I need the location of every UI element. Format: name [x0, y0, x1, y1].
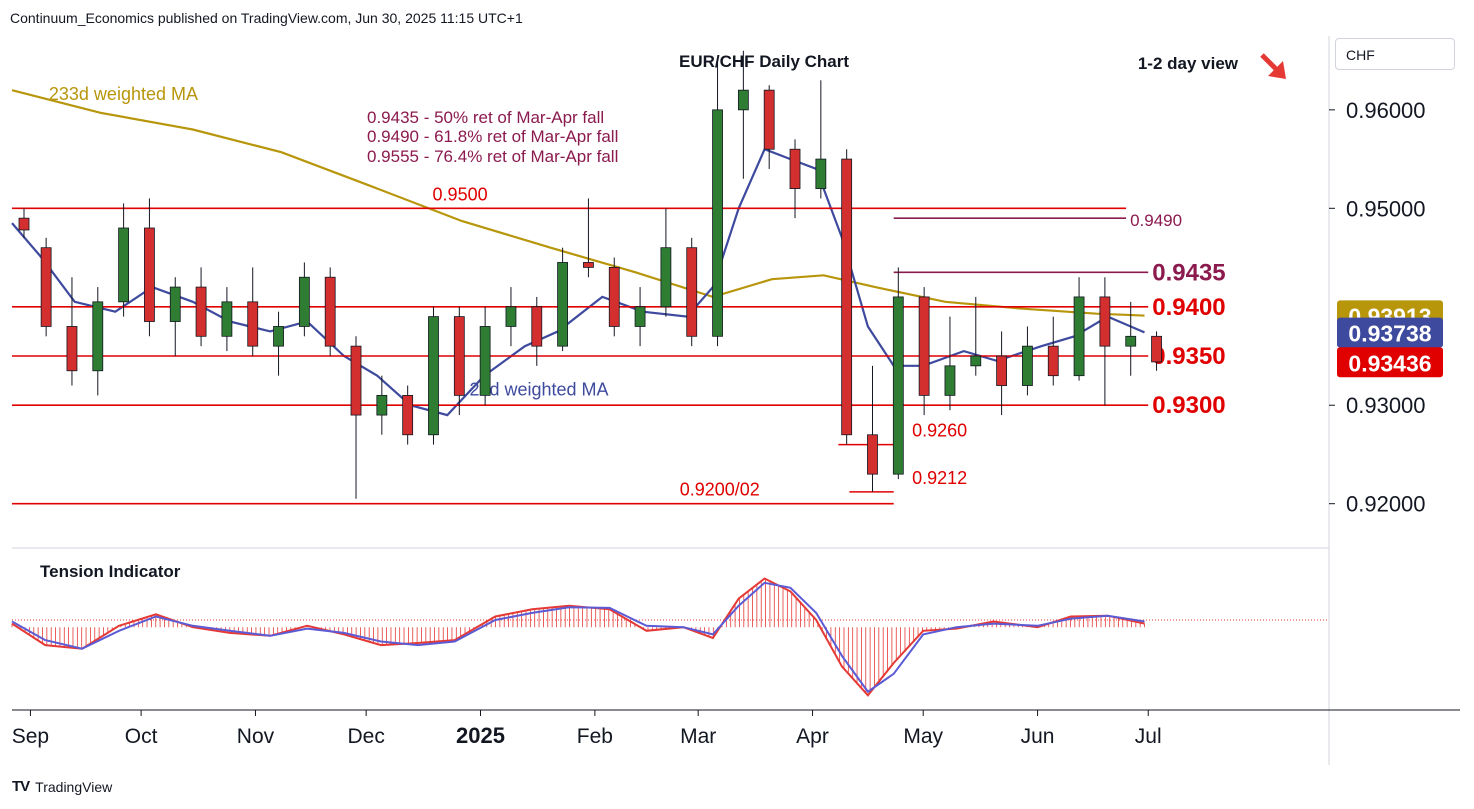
oscillator-line-0 [11, 577, 1145, 697]
y-tick-label-1: 0.95000 [1346, 196, 1426, 221]
x-tick-label-0: Sep [12, 725, 49, 748]
currency-selector[interactable]: CHF [1335, 38, 1455, 70]
candle-body-9 [247, 301, 259, 347]
x-tick-label-7: Apr [796, 725, 829, 748]
ma21-label: 21d weighted MA [469, 379, 608, 399]
ma233-line [11, 89, 1145, 317]
candle-body-15 [402, 394, 414, 436]
candle-body-23 [608, 266, 620, 327]
candle-body-35 [918, 296, 930, 396]
x-tick-label-6: Mar [680, 725, 716, 748]
candle-body-19 [505, 306, 517, 327]
candle-body-11 [298, 276, 310, 327]
fib-note-61: 0.9490 - 61.8% ret of Mar-Apr fall [367, 127, 618, 146]
candle-body-0 [18, 217, 30, 231]
candle-body-12 [324, 276, 336, 347]
footer-brand[interactable]: TV TradingView [12, 778, 112, 795]
candle-body-36 [944, 365, 956, 396]
candle-body-28 [737, 89, 749, 111]
oscillator-title: Tension Indicator [40, 562, 181, 581]
fib-note-76: 0.9555 - 76.4% ret of Mar-Apr fall [367, 147, 618, 166]
level-label-5: 0.9300 [1152, 392, 1225, 419]
x-tick-label-10: Jul [1135, 725, 1162, 748]
ma21-layer: 21d weighted MA [11, 147, 1145, 417]
candle-body-13 [350, 345, 362, 416]
candle-body-3 [92, 301, 104, 372]
price-tag-box-1 [1337, 317, 1443, 348]
candle-body-27 [712, 109, 723, 337]
candle-body-33 [867, 434, 878, 475]
ma21-line [11, 147, 1145, 417]
candle-body-16 [428, 316, 439, 436]
y-tick-label-0: 0.96000 [1346, 98, 1426, 123]
candle-body-41 [1073, 296, 1085, 377]
candle-body-34 [892, 296, 904, 475]
chart-title: EUR/CHF Daily Chart [679, 52, 849, 71]
y-tick-label-2: 0.93000 [1346, 393, 1426, 418]
x-tick-label-3: Dec [347, 725, 384, 748]
levels-layer: 0.9500 0.9490 0.9435 0.9400 0.9350 0.9300 0.92… [12, 184, 1226, 505]
down-arrow-icon [1260, 53, 1286, 79]
x-tick-label-9: Jun [1021, 725, 1055, 748]
level-label-8: 0.9200/02 [680, 480, 760, 500]
level-label-4: 0.9350 [1152, 343, 1225, 370]
tradingview-brand: TradingView [35, 778, 113, 795]
candle-body-24 [634, 306, 646, 327]
candle-body-18 [479, 326, 491, 396]
oscillator-line-1 [11, 581, 1145, 694]
candle-body-6 [169, 286, 181, 322]
candle-body-43 [1125, 335, 1137, 347]
candle-body-44 [1151, 335, 1162, 363]
chart-subtitle: 1-2 day view [1138, 54, 1239, 73]
candle-body-31 [815, 158, 827, 190]
axes-layer: Sep Oct Nov Dec 2025 Feb Mar Apr May Jun Jul 0.9600… [12, 98, 1426, 748]
ma233-label: 233d weighted MA [49, 84, 198, 104]
candle-body-25 [660, 247, 672, 308]
level-label-2: 0.9435 [1152, 259, 1225, 286]
level-label-7: 0.9212 [912, 468, 967, 488]
candle-body-39 [1022, 345, 1033, 386]
price-tag-label-2: 0.93436 [1348, 350, 1431, 376]
y-tick-label-3: 0.92000 [1346, 492, 1426, 517]
level-label-3: 0.9400 [1152, 294, 1225, 321]
price-tag-label-1: 0.93738 [1348, 321, 1431, 347]
x-tick-label-8: May [903, 725, 943, 748]
candle-body-42 [1099, 296, 1111, 347]
x-tick-label-2: Nov [237, 725, 275, 748]
candles-layer [18, 50, 1162, 499]
candle-body-14 [376, 394, 388, 416]
x-tick-label-4: 2025 [456, 723, 505, 748]
candle-body-5 [144, 227, 155, 322]
candle-body-22 [583, 262, 594, 268]
tradingview-logo: TV [12, 778, 30, 795]
candle-body-21 [557, 262, 569, 347]
candle-body-29 [763, 89, 775, 150]
candle-body-1 [40, 247, 52, 327]
candle-body-40 [1047, 345, 1059, 377]
fib-note-50: 0.9435 - 50% ret of Mar-Apr fall [367, 108, 604, 127]
candle-body-2 [66, 326, 78, 372]
candle-body-37 [970, 355, 982, 367]
candle-body-30 [789, 148, 801, 190]
candle-body-10 [273, 326, 284, 347]
level-label-6: 0.9260 [912, 421, 967, 441]
candle-body-17 [453, 316, 465, 396]
level-label-0: 0.9500 [433, 184, 488, 204]
publisher-line: Continuum_Economics published on Trading… [10, 10, 523, 26]
candle-body-32 [841, 158, 853, 436]
x-tick-label-5: Feb [577, 725, 613, 748]
candle-body-7 [195, 286, 207, 337]
price-tag-box-2 [1337, 347, 1443, 378]
candle-body-8 [221, 301, 233, 337]
candle-body-38 [996, 355, 1008, 386]
candle-body-20 [531, 306, 543, 347]
x-tick-label-1: Oct [125, 725, 158, 748]
level-label-1: 0.9490 [1130, 211, 1182, 230]
candle-body-26 [686, 247, 698, 337]
oscillator-layer [11, 577, 1145, 697]
candle-body-4 [118, 227, 130, 303]
ma233-layer: 233d weighted MA [11, 84, 1145, 317]
